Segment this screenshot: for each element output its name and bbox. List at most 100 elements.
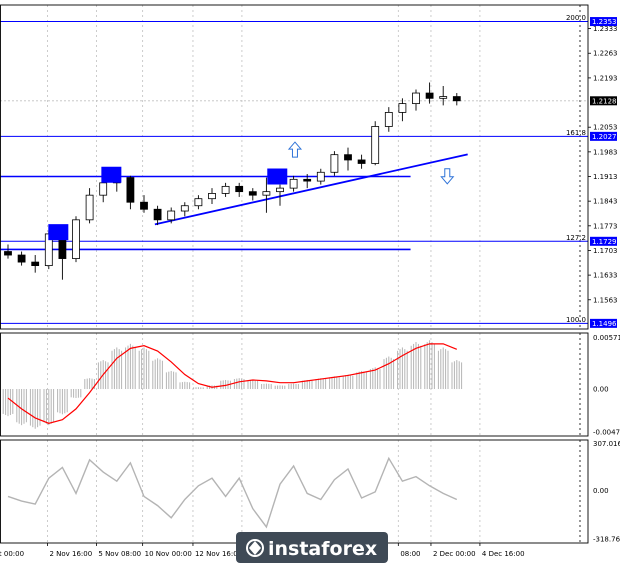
price-overlays — [48, 141, 455, 241]
y-tick-label: 1.2263 — [593, 50, 618, 58]
candle — [398, 98, 407, 122]
osc-y-tick-label: -318.767 — [593, 535, 620, 543]
candle-body — [194, 198, 203, 207]
candle-body — [153, 208, 162, 221]
candle-body — [357, 159, 366, 164]
panel-frame — [0, 439, 589, 544]
candle-body — [344, 154, 352, 161]
price-levels: 200.0 161.8 127.2 100.0 — [0, 14, 588, 324]
fib-level-label: 200.0 — [566, 14, 586, 22]
candle-body — [262, 191, 271, 196]
panel-frame — [0, 4, 589, 330]
price-badge — [590, 131, 617, 141]
trendline — [154, 153, 468, 226]
candle — [425, 82, 434, 104]
candle-body — [140, 201, 148, 210]
y-tick-label: 1.2193 — [593, 74, 618, 82]
y-tick-label: 1.1563 — [593, 296, 618, 304]
arrow-up-icon — [287, 141, 303, 158]
logo-diamond-icon — [249, 541, 261, 555]
candle — [221, 182, 230, 197]
y-tick-label: 1.1913 — [593, 173, 618, 181]
arrow-down-icon — [440, 168, 455, 185]
y-tick-label: 1.2053 — [593, 124, 618, 132]
candle — [31, 255, 40, 273]
candle-body — [126, 177, 135, 203]
candle — [384, 107, 393, 132]
x-tick-label: 2 Nov 16:00 — [49, 550, 92, 558]
macd-y-tick-label: 0.00 — [593, 386, 609, 394]
candle — [17, 251, 26, 266]
price-badge-label: 1.2353 — [592, 18, 617, 26]
candle-body — [167, 210, 176, 221]
oscillator-line — [7, 456, 458, 529]
candle-body — [303, 178, 312, 182]
candle — [276, 184, 284, 206]
panel-frame — [0, 332, 589, 437]
price-badge — [590, 17, 617, 27]
candle-body — [316, 171, 325, 182]
candle-body — [4, 251, 12, 256]
candle — [344, 147, 352, 171]
instaforex-logo-icon: instaforex — [236, 532, 388, 563]
candle-body — [276, 187, 284, 193]
x-tick-label: 4 Dec 16:00 — [482, 550, 525, 558]
y-tick-label: 1.1843 — [593, 198, 618, 206]
oscillator-panel — [7, 456, 458, 529]
fib-level-label: 100.0 — [566, 316, 586, 324]
candle — [85, 188, 94, 224]
marker-box — [267, 168, 288, 185]
candle — [140, 195, 148, 213]
candle — [316, 168, 325, 185]
price-grid — [0, 5, 588, 543]
y-tick-label: 1.2333 — [593, 25, 618, 33]
current-price-label: 1.2128 — [592, 97, 617, 105]
candle-body — [398, 103, 407, 113]
candle-body — [72, 219, 80, 259]
candle — [194, 195, 203, 210]
price-badge-label: 1.1729 — [592, 238, 617, 246]
candle — [303, 174, 312, 189]
candle-body — [31, 261, 40, 267]
fib-level-label: 127.2 — [566, 234, 586, 242]
candle — [4, 244, 12, 259]
x-tick-label: ct 00:00 — [0, 550, 24, 558]
y-tick-label: 1.1633 — [593, 272, 618, 280]
watermark-text: instaforex — [268, 538, 377, 560]
candle-body — [99, 182, 108, 196]
candle-body — [235, 185, 244, 193]
candle — [126, 175, 135, 210]
candle-body — [289, 178, 298, 189]
candle — [262, 177, 271, 213]
candle — [289, 175, 298, 192]
fib-level-label: 161.8 — [566, 129, 586, 137]
x-tick-label: 2 Dec 00:00 — [433, 550, 476, 558]
candle-body — [425, 92, 434, 99]
osc-y-tick-label: 0.00 — [593, 487, 609, 495]
x-tick-label: 5 Nov 08:00 — [98, 550, 141, 558]
candle-body — [330, 154, 339, 173]
candle-body — [412, 92, 420, 105]
macd-y-tick-label: -0.00475 — [593, 428, 620, 436]
candle-body — [439, 96, 448, 99]
axis-labels: 1.2353 1.2027 1.1729 1.1496 1.2333 1.2263 1.21… — [0, 17, 620, 558]
candle-body — [384, 112, 393, 127]
candle-body — [85, 194, 94, 221]
y-tick-label: 1.1703 — [593, 247, 618, 255]
signal-line — [7, 343, 458, 424]
candle-body — [208, 193, 216, 200]
marker-box — [101, 166, 122, 183]
marker-box — [48, 224, 69, 241]
watermark-badge — [236, 532, 388, 563]
x-tick-label: 12 Nov 16:00 — [195, 550, 242, 558]
price-badge-label: 1.1496 — [592, 320, 617, 328]
y-tick-label: 1.1773 — [593, 222, 618, 230]
candle-body — [452, 96, 461, 102]
x-tick-label: 08:00 — [400, 550, 420, 558]
candle — [330, 151, 339, 176]
candle — [452, 93, 461, 106]
logo-circle-icon — [246, 539, 264, 557]
candle — [180, 202, 189, 217]
candle-body — [180, 205, 189, 212]
